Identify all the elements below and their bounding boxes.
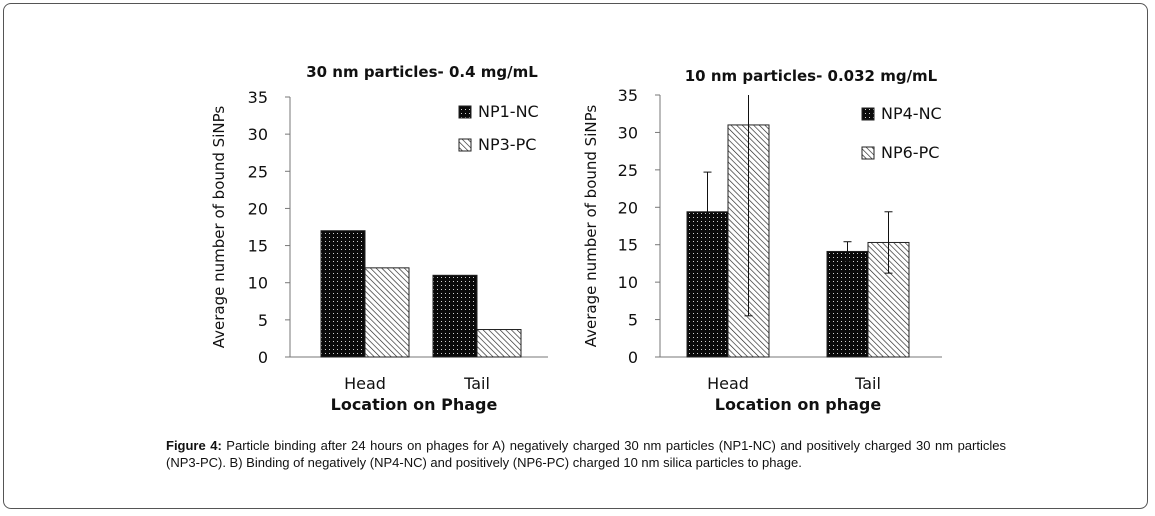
y-tick-label: 5: [628, 311, 638, 330]
x-axis-label: Location on Phage: [331, 395, 498, 414]
y-tick-label: 30: [248, 125, 268, 144]
legend-swatch: [861, 146, 875, 160]
figure-frame: [3, 3, 1148, 509]
y-tick-label: 0: [628, 348, 638, 367]
caption-text: Particle binding after 24 hours on phage…: [166, 438, 1006, 470]
y-tick-label: 10: [248, 274, 268, 293]
x-axis-label: Location on phage: [715, 395, 882, 414]
legend-swatch: [458, 105, 472, 119]
chart-2: 10 nm particles- 0.032 mg/mL 0 5 10 15 20 25 30…: [582, 67, 942, 414]
y-tick-label: 25: [248, 162, 268, 181]
x-category-label: Tail: [854, 374, 881, 393]
x-category-label: Head: [344, 374, 386, 393]
y-tick-label: 35: [618, 86, 638, 105]
y-tick-label: 30: [618, 123, 638, 142]
bar-np1-nc-tail: [432, 274, 478, 358]
x-category-label: Tail: [463, 374, 490, 393]
chart-title: 30 nm particles- 0.4 mg/mL: [306, 63, 538, 81]
bar-np3-pc-head: [364, 267, 410, 358]
y-axis-label: Average number of bound SiNPs: [582, 105, 600, 348]
y-tick-label: 10: [618, 273, 638, 292]
y-axis-label: Average number of bound SiNPs: [210, 106, 228, 349]
chart-title: 10 nm particles- 0.032 mg/mL: [685, 67, 938, 85]
y-tick-label: 35: [248, 88, 268, 107]
chart-1: 30 nm particles- 0.4 mg/mL 0 5 10 15 20 25 30 35…: [210, 63, 548, 414]
legend-label: NP6-PC: [881, 143, 939, 162]
y-tick-label: 15: [248, 237, 268, 256]
figure-caption: Figure 4: Particle binding after 24 hour…: [166, 437, 1006, 471]
bar-np3-pc-tail: [476, 329, 522, 358]
legend-label: NP4-NC: [881, 104, 942, 123]
bar-np1-nc-head: [320, 230, 366, 358]
y-tick-label: 0: [258, 348, 268, 367]
y-tick-label: 15: [618, 236, 638, 255]
y-tick-label: 5: [258, 311, 268, 330]
legend-swatch: [861, 107, 875, 121]
y-tick-label: 20: [248, 199, 268, 218]
legend-swatch: [458, 138, 472, 152]
bar-np4-nc-tail: [826, 250, 869, 358]
caption-label: Figure 4:: [166, 438, 222, 453]
x-category-label: Head: [707, 374, 749, 393]
y-tick-label: 20: [618, 198, 638, 217]
y-tick-label: 25: [618, 161, 638, 180]
legend-label: NP1-NC: [478, 102, 539, 121]
legend-label: NP3-PC: [478, 135, 536, 154]
